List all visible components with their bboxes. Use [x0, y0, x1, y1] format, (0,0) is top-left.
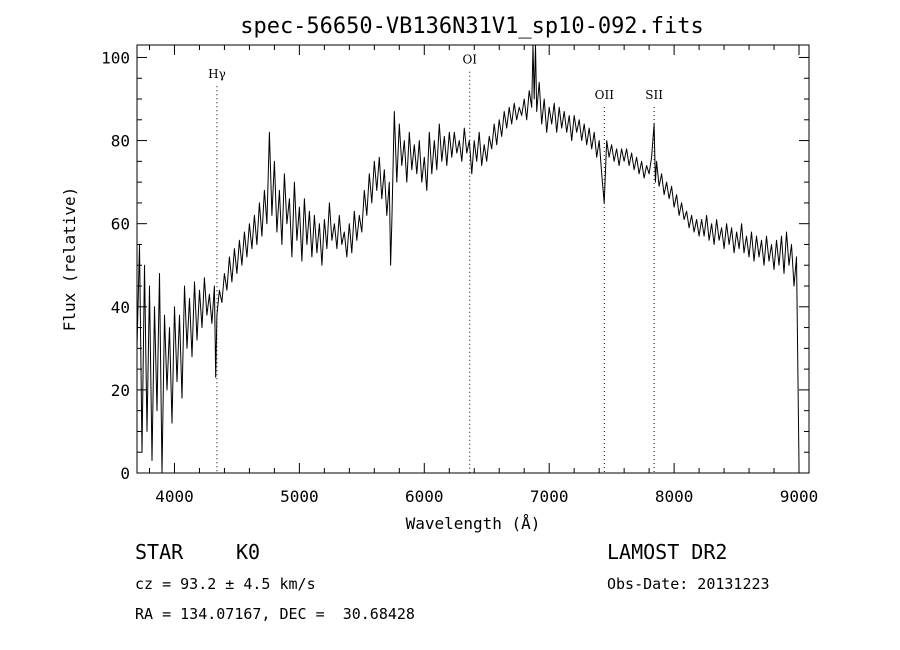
line-marker-label-0: Hγ: [208, 67, 226, 81]
object-class: STAR: [135, 540, 184, 564]
coordinates-line: RA = 134.07167, DEC = 30.68428: [135, 605, 415, 623]
redshift-line: cz = 93.2 ± 4.5 km/s: [135, 575, 316, 593]
spectrum-line: [136, 44, 800, 474]
object-subclass: K0: [236, 540, 261, 564]
x-tick-label: 5000: [280, 487, 319, 506]
plot-frame: [136, 44, 810, 474]
spectrum-series: [136, 44, 800, 474]
line-marker-label-1: OI: [462, 53, 477, 67]
x-tick-label: 8000: [655, 487, 694, 506]
x-axis-label: Wavelength (Å): [406, 514, 541, 533]
x-axis-ticks: 4000 5000 6000 7000 8000 9000: [148, 45, 819, 506]
y-tick-label: 20: [111, 381, 130, 400]
line-marker-label-2: OII: [595, 88, 615, 102]
line-marker-label-3: SII: [645, 88, 663, 102]
y-tick-label: 0: [120, 464, 130, 483]
line-markers: [216, 71, 655, 473]
y-tick-label: 100: [101, 48, 130, 67]
y-tick-label: 60: [111, 215, 130, 234]
y-axis-label: Flux (relative): [60, 187, 79, 332]
x-tick-label: 4000: [155, 487, 194, 506]
y-tick-label: 80: [111, 132, 130, 151]
chart-title: spec-56650-VB136N31V1_sp10-092.fits: [240, 14, 704, 39]
y-axis-ticks: 0 20 40 60 80 100: [101, 48, 809, 483]
survey-name: LAMOST DR2: [607, 540, 728, 564]
obs-date-line: Obs-Date: 20131223: [607, 575, 770, 593]
x-tick-label: 6000: [405, 487, 444, 506]
y-tick-label: 40: [111, 298, 130, 317]
x-tick-label: 9000: [780, 487, 819, 506]
line-marker-labels: Hγ OI OII SII: [208, 53, 663, 102]
x-tick-label: 7000: [530, 487, 569, 506]
